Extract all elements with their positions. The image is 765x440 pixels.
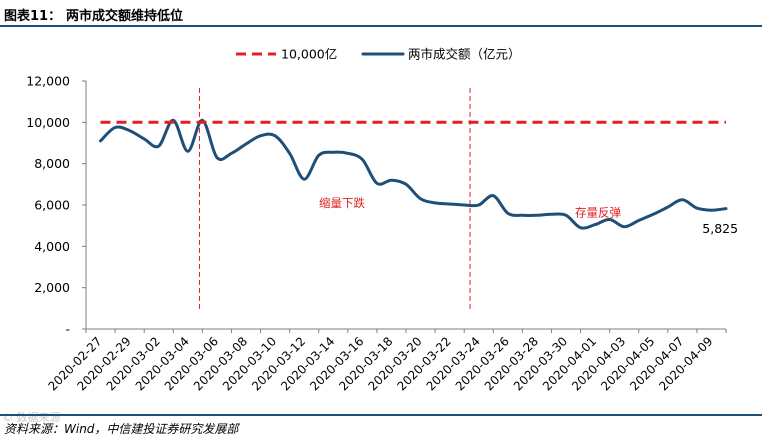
- figure-number: 图表11：: [4, 9, 62, 24]
- figure-header: 图表11： 两市成交额维持低位: [0, 0, 765, 26]
- y-tick-label: 10,000: [26, 115, 70, 130]
- turnover-series-line: [99, 118, 728, 230]
- y-tick-label: 6,000: [34, 198, 70, 213]
- y-tick-label: 12,000: [26, 74, 70, 89]
- legend-label-turnover: 两市成交额（亿元）: [408, 47, 521, 62]
- chart-legend: 10,000亿 两市成交额（亿元）: [236, 47, 521, 62]
- y-tick-label: -: [65, 322, 70, 337]
- chart-annotation: 5,825: [702, 221, 738, 236]
- figure-title: 两市成交额维持低位: [66, 9, 184, 24]
- y-tick-label: 4,000: [34, 239, 70, 254]
- y-tick-label: 8,000: [34, 156, 70, 171]
- reference-lines: [198, 88, 471, 311]
- chart-annotation: 存量反弹: [575, 205, 621, 219]
- line-chart: 10,000亿 两市成交额（亿元） - 2,000 4,000 6,000 8,000 10…: [26, 47, 738, 394]
- top-divider: [0, 25, 762, 27]
- bottom-divider: [0, 414, 762, 416]
- y-tick-label: 2,000: [34, 280, 70, 295]
- chart-series: [99, 118, 728, 230]
- chart-annotation: 缩量下跌: [319, 196, 365, 210]
- legend-label-threshold: 10,000亿: [281, 47, 337, 62]
- figure-source: 资料来源：Wind，中信建投证券研究发展部: [4, 422, 239, 436]
